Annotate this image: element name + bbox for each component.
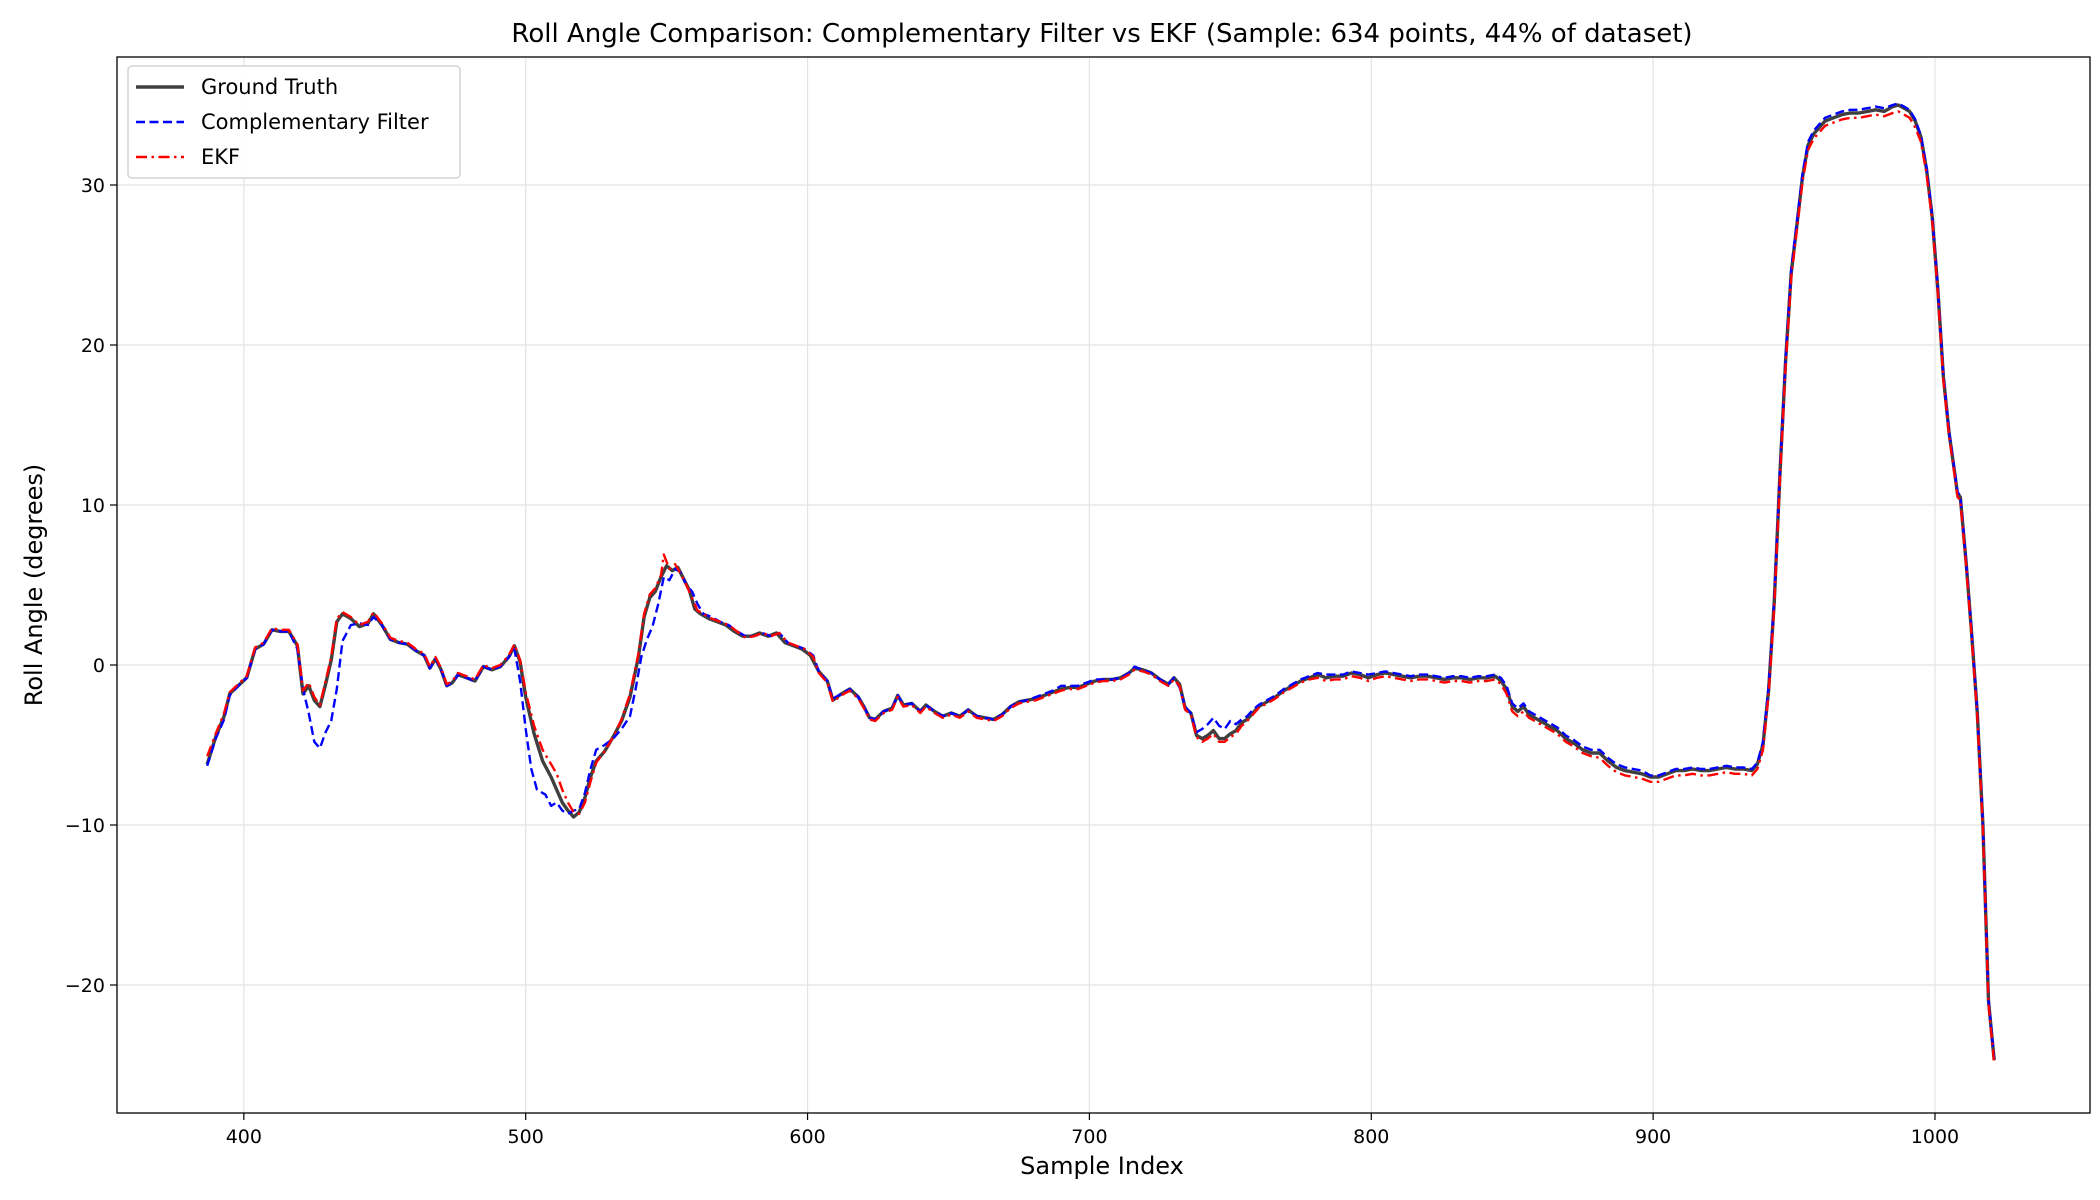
plot-frame [116,56,2091,1114]
legend-label-ground-truth: Ground Truth [201,75,338,99]
y-tick-label: 30 [81,175,105,197]
legend: Ground Truth Complementary Filter EKF [127,65,461,179]
x-axis-label: Sample Index [1020,1152,1184,1180]
legend-box [127,65,461,179]
legend-label-ekf: EKF [201,145,240,169]
x-ticks: 400 500 600 700 800 900 1000 [226,1113,1959,1148]
y-tick-label: 20 [81,335,105,357]
y-ticks: −20 −10 0 10 20 30 [65,175,117,997]
series-line-ekf [206,110,1996,1064]
y-tick-label: −10 [65,815,105,837]
chart-title: Roll Angle Comparison: Complementary Fil… [511,19,1692,49]
y-axis-label: Roll Angle (degrees) [20,464,48,707]
x-tick-label: 1000 [1911,1126,1959,1148]
y-tick-label: 10 [81,495,105,517]
y-tick-label: −20 [65,975,105,997]
x-tick-label: 600 [789,1126,825,1148]
x-tick-label: 500 [508,1126,544,1148]
x-tick-label: 700 [1071,1126,1107,1148]
series-group [205,102,1996,1064]
grid [117,57,2090,1113]
y-tick-label: 0 [93,655,105,677]
x-tick-label: 400 [226,1126,262,1148]
x-tick-label: 900 [1635,1126,1671,1148]
x-tick-label: 800 [1353,1126,1389,1148]
legend-label-complementary-filter: Complementary Filter [201,110,429,134]
